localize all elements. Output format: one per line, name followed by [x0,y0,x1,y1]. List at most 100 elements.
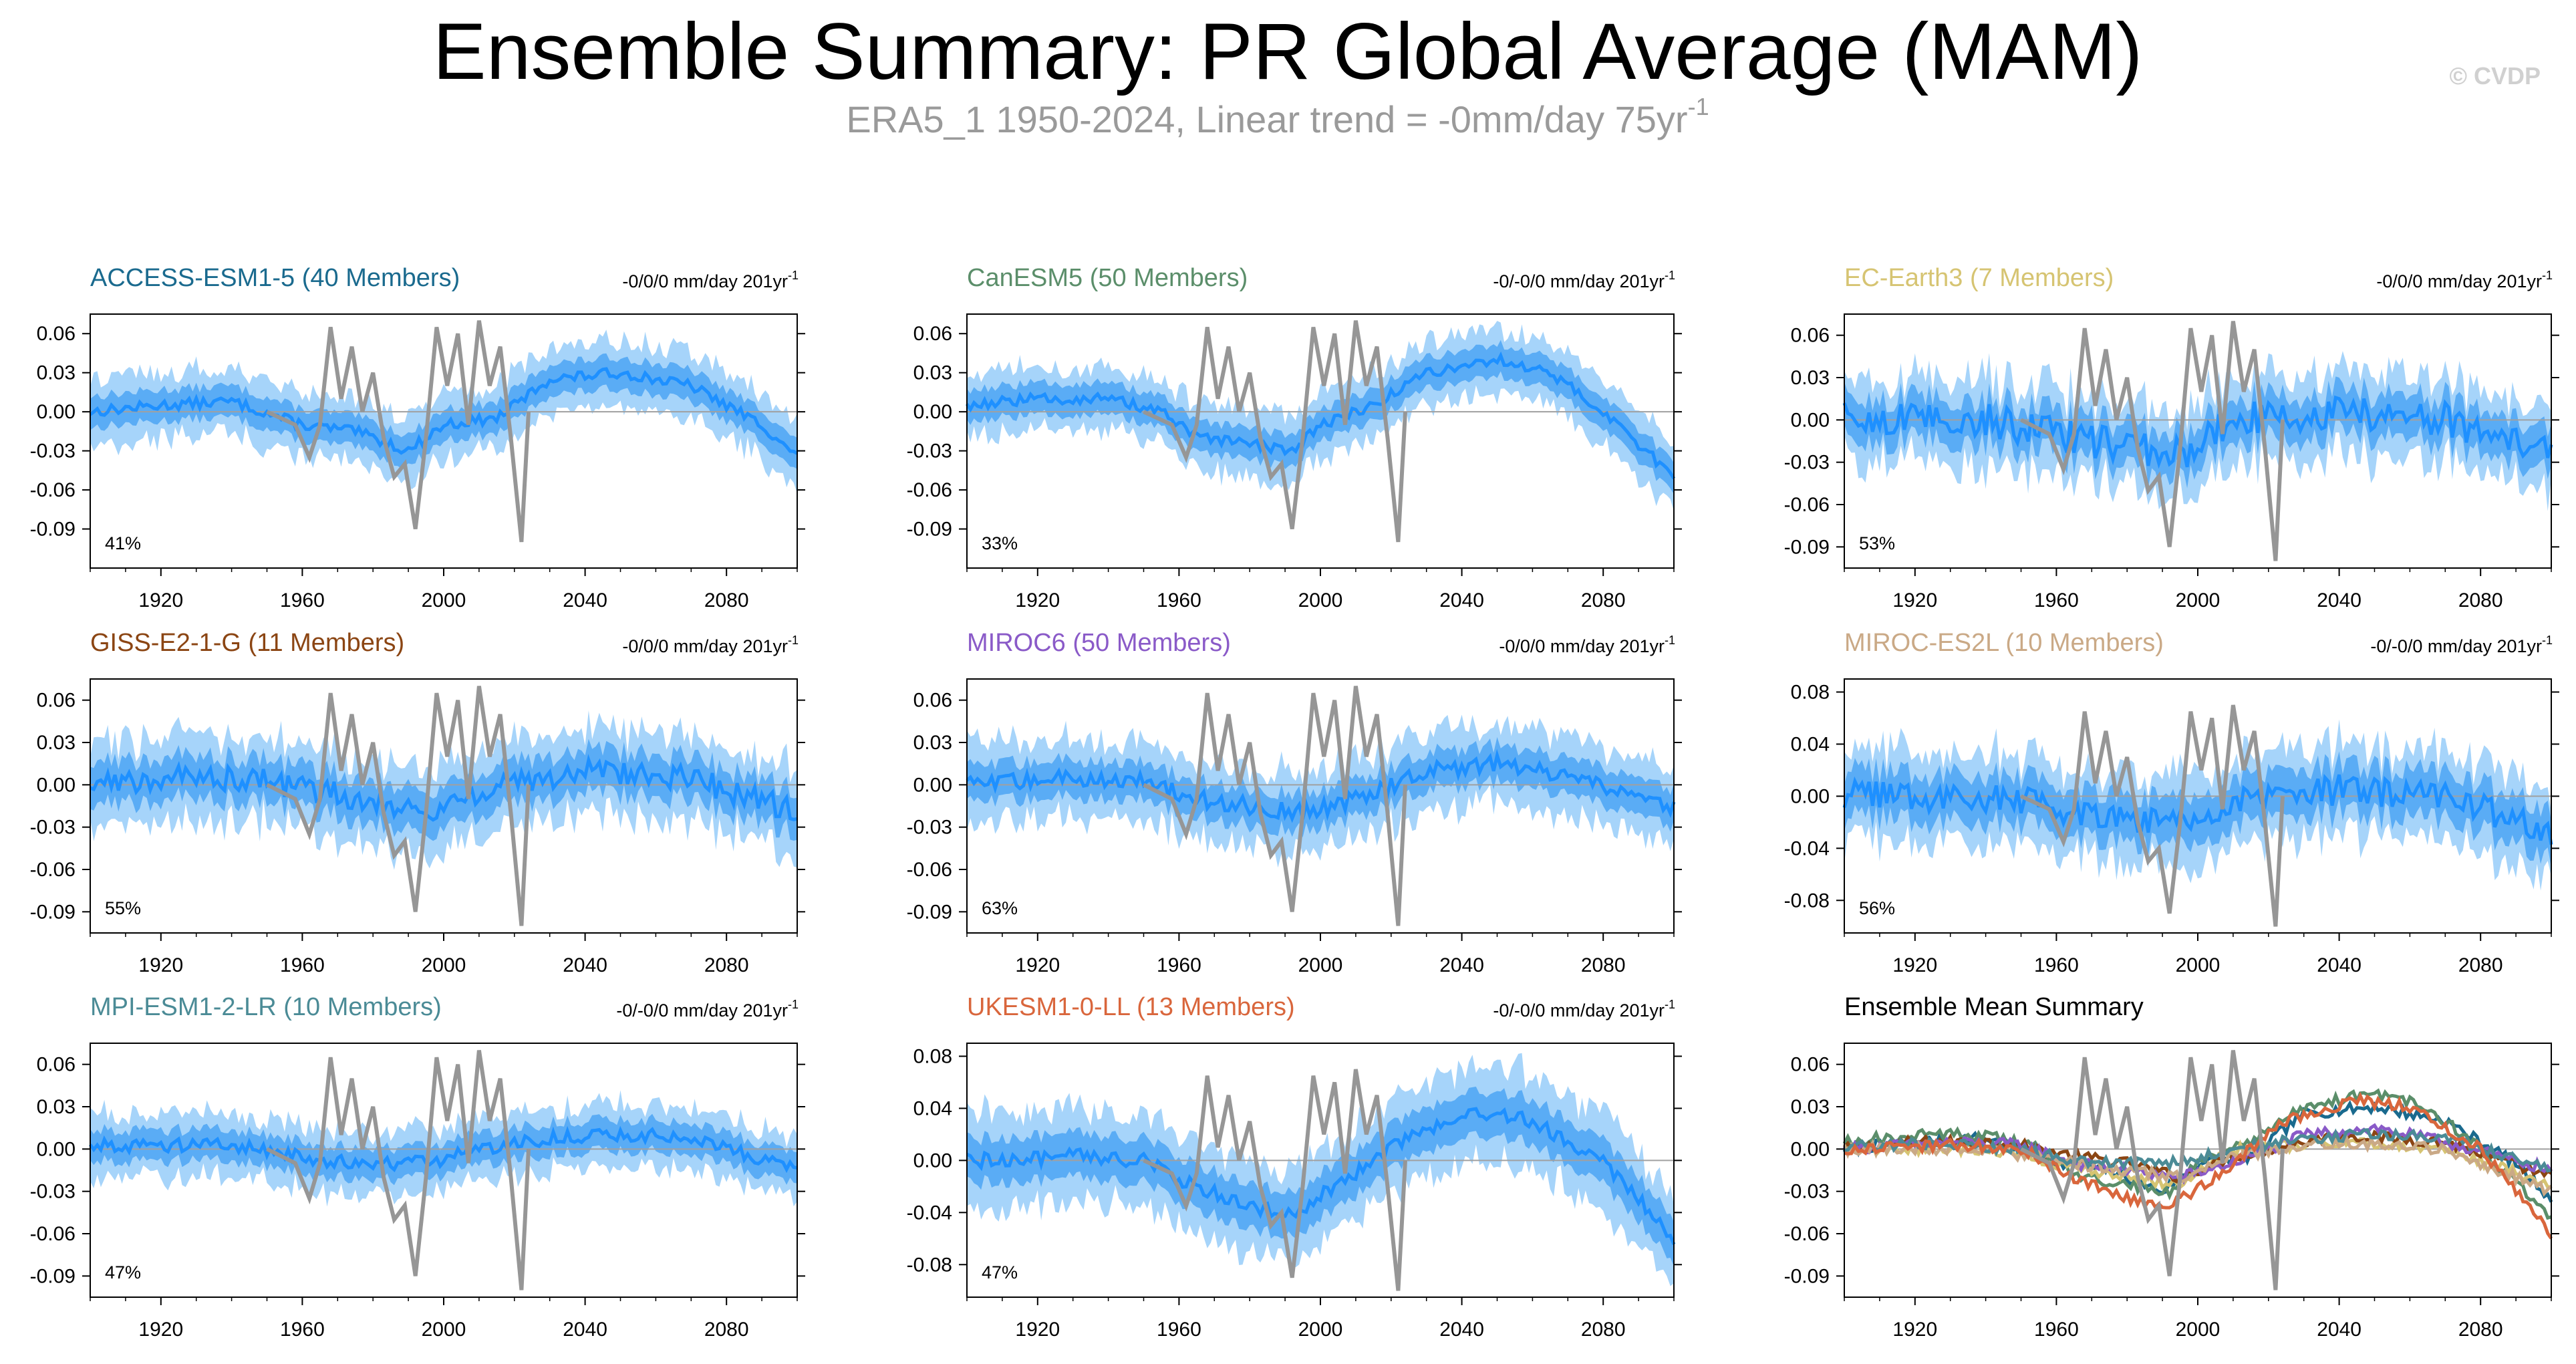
summary-line-8 [1844,1091,2553,1240]
cvdp-credit: © CVDP [2449,62,2541,90]
ytick-label: 0.06 [1791,325,1830,347]
ytick-label: -0.09 [30,901,76,923]
observations-line [1143,1069,1407,1291]
panel-1: ACCESS-ESM1-5 (40 Members) -0/0/0 mm/day … [30,264,805,611]
panel-title: ACCESS-ESM1-5 (40 Members) [90,264,460,292]
panel-2: CanESM5 (50 Members) -0/-0/0 mm/day 201yr… [907,264,1682,611]
percent-label: 47% [105,1262,141,1282]
panel-6: MIROC-ES2L (10 Members) -0/-0/0 mm/day 20… [1784,629,2559,976]
observations-line [266,320,531,543]
ytick-label: 0.06 [37,1054,76,1076]
trend-sup: -1 [788,998,799,1011]
xtick-label: 2080 [1581,589,1626,611]
ytick-label: 0.08 [1791,681,1830,703]
summary-line-6 [1842,1133,2553,1197]
xtick-label: 2040 [2317,1319,2362,1341]
panel-title: CanESM5 (50 Members) [967,264,1248,292]
ytick-label: -0.04 [907,1202,952,1224]
ytick-label: 0.06 [913,323,952,345]
ytick-label: -0.03 [30,817,76,839]
xtick-label: 2000 [422,1319,466,1341]
xtick-label: 1960 [1157,954,1201,976]
percent-label: 47% [982,1262,1018,1282]
inner-spread-band [90,738,797,841]
ytick-label: -0.03 [1784,452,1830,474]
ytick-label: 0.03 [1791,367,1830,389]
panel-9: Ensemble Mean Summary 0.06 0.03 0.00 -0.03 -0… [1784,993,2559,1341]
xtick-label: 2040 [563,954,607,976]
xtick-label: 1920 [1015,589,1060,611]
ytick-label: 0.03 [1791,1096,1830,1118]
trend-text: -0/-0/0 mm/day 201yr [2370,636,2542,656]
ytick-label: -0.06 [30,859,76,881]
panel-trend: -0/-0/0 mm/day 201yr-1 [1493,998,1675,1020]
ytick-label: -0.06 [907,479,952,501]
percent-label: 41% [105,533,141,553]
xtick-label: 1960 [1157,589,1201,611]
ytick-label: 0.06 [913,690,952,712]
observations-line [266,1050,531,1290]
trend-text: -0/-0/0 mm/day 201yr [1493,271,1665,291]
xtick-label: 2000 [1298,1319,1343,1341]
ytick-label: 0.00 [1791,785,1830,807]
xtick-label: 2040 [563,589,607,611]
xtick-label: 1920 [138,954,183,976]
ytick-label: -0.08 [907,1254,952,1276]
ytick-label: 0.00 [913,1149,952,1172]
subtitle-main: ERA5_1 1950-2024, Linear trend = -0mm/da… [846,98,1687,140]
observations-line [1143,686,1407,926]
figure-subtitle: ERA5_1 1950-2024, Linear trend = -0mm/da… [846,93,1709,140]
ensemble-mean-line [966,748,1676,823]
ytick-label: -0.03 [907,817,952,839]
panel-4: GISS-E2-1-G (11 Members) -0/0/0 mm/day 20… [30,629,805,976]
ensemble-mean-line [1842,773,2553,845]
xtick-label: 1960 [280,589,325,611]
percent-label: 56% [1859,898,1895,918]
xtick-label: 2000 [422,589,466,611]
ytick-label: 0.06 [37,323,76,345]
ensemble-mean-line [1842,395,2553,469]
ytick-label: -0.06 [1784,494,1830,516]
xtick-label: 2040 [2317,589,2362,611]
inner-spread-band [1844,376,2551,489]
ytick-label: -0.06 [1784,1223,1830,1245]
trend-text: -0/0/0 mm/day 201yr [2376,271,2542,291]
xtick-label: 2040 [1439,589,1484,611]
ytick-label: -0.09 [907,519,952,541]
percent-label: 53% [1859,533,1895,553]
ytick-label: -0.06 [30,1223,76,1245]
panel-title: EC-Earth3 (7 Members) [1844,264,2114,292]
xtick-label: 2000 [422,954,466,976]
panel-title: MIROC-ES2L (10 Members) [1844,629,2164,657]
observations-line [2020,321,2285,561]
ensemble-mean-line [966,1107,1676,1245]
observations-line [2020,1050,2285,1290]
percent-label: 55% [105,898,141,918]
panel-trend: -0/0/0 mm/day 201yr-1 [622,269,799,291]
xtick-label: 2000 [2176,589,2221,611]
xtick-label: 1960 [2034,1319,2079,1341]
panel-trend: -0/-0/0 mm/day 201yr-1 [2370,634,2553,656]
xtick-label: 2080 [704,954,749,976]
ytick-label: -0.08 [1784,890,1830,912]
panel-trend: -0/0/0 mm/day 201yr-1 [2376,269,2553,291]
trend-text: -0/0/0 mm/day 201yr [1499,636,1665,656]
xtick-label: 2040 [2317,954,2362,976]
trend-sup: -1 [788,634,799,647]
xtick-label: 2000 [1298,589,1343,611]
panel-title: UKESM1-0-LL (13 Members) [967,993,1295,1021]
xtick-label: 2040 [1439,1319,1484,1341]
ytick-label: -0.09 [30,519,76,541]
percent-label: 63% [982,898,1018,918]
panel-title: GISS-E2-1-G (11 Members) [90,629,404,657]
ytick-label: -0.09 [907,901,952,923]
xtick-label: 2080 [704,589,749,611]
panel-trend: -0/0/0 mm/day 201yr-1 [1499,634,1675,656]
percent-label: 33% [982,533,1018,553]
xtick-label: 1960 [2034,954,2079,976]
xtick-label: 2080 [1581,954,1626,976]
ytick-label: 0.03 [37,1096,76,1118]
xtick-label: 1920 [1892,1319,1937,1341]
summary-line-7 [1844,1127,2552,1173]
